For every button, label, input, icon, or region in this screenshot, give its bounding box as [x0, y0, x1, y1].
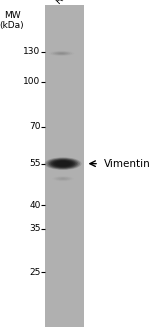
Text: (kDa): (kDa): [0, 21, 24, 29]
Ellipse shape: [45, 157, 82, 170]
Text: 100: 100: [23, 77, 40, 86]
Ellipse shape: [59, 178, 67, 180]
Ellipse shape: [58, 177, 68, 180]
Text: 40: 40: [29, 201, 40, 210]
Ellipse shape: [52, 160, 74, 167]
Ellipse shape: [46, 158, 80, 169]
Ellipse shape: [54, 160, 72, 167]
Bar: [45, 5, 84, 327]
Ellipse shape: [61, 178, 65, 179]
Ellipse shape: [54, 177, 72, 181]
Ellipse shape: [55, 52, 68, 55]
Ellipse shape: [51, 159, 75, 168]
Ellipse shape: [49, 159, 77, 168]
Text: 70: 70: [29, 123, 40, 131]
Ellipse shape: [58, 162, 68, 165]
Ellipse shape: [57, 162, 69, 166]
Ellipse shape: [53, 52, 70, 55]
Ellipse shape: [57, 52, 66, 54]
Ellipse shape: [48, 158, 78, 169]
Ellipse shape: [52, 176, 74, 181]
Ellipse shape: [49, 51, 74, 56]
Ellipse shape: [55, 161, 71, 166]
Ellipse shape: [61, 163, 64, 164]
Text: 35: 35: [29, 224, 40, 233]
Ellipse shape: [56, 177, 70, 180]
Text: MW: MW: [4, 11, 20, 19]
Text: Vimentin: Vimentin: [103, 159, 150, 169]
Ellipse shape: [59, 53, 64, 54]
Ellipse shape: [51, 51, 72, 55]
Text: 130: 130: [23, 47, 40, 56]
Text: Rat2: Rat2: [53, 0, 76, 5]
Ellipse shape: [60, 163, 66, 165]
Text: 25: 25: [29, 268, 40, 277]
Text: 55: 55: [29, 159, 40, 168]
